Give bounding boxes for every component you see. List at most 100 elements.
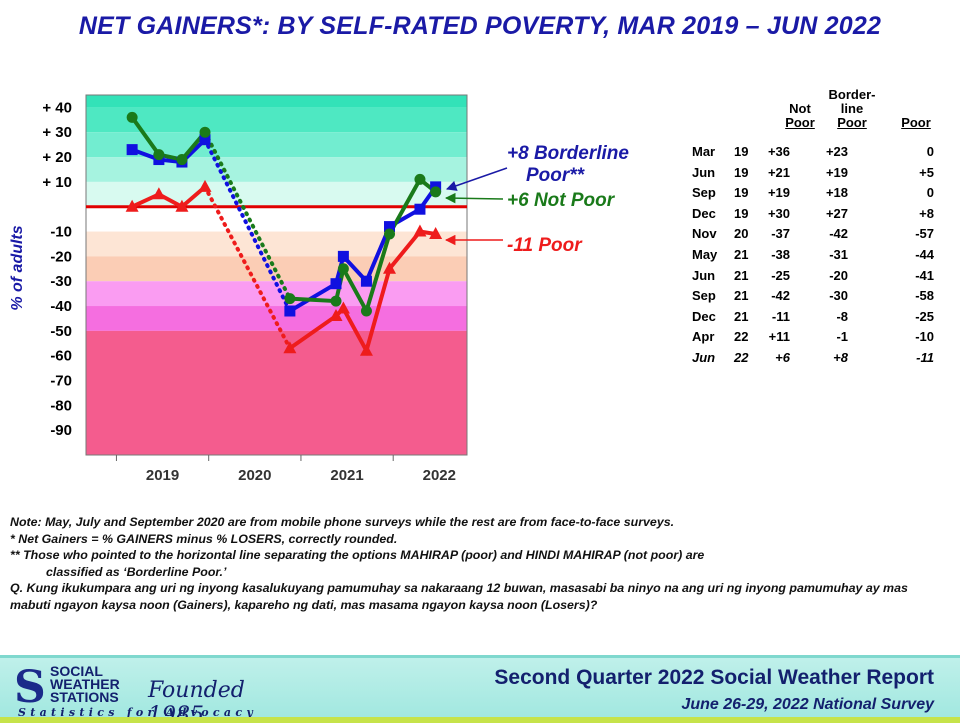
point-borderline — [126, 144, 138, 156]
header-border-line2: line — [840, 101, 864, 116]
plot-frame — [85, 94, 468, 456]
cell-not-poor: -38 — [771, 247, 790, 262]
point-borderline — [284, 305, 296, 317]
point-borderline — [199, 134, 211, 146]
series-line-gap — [203, 130, 292, 301]
band — [86, 206, 467, 232]
point-poor — [413, 224, 427, 237]
cell-borderline: +8 — [833, 350, 848, 365]
cell-year: 19 — [734, 185, 749, 201]
org-name: SOCIAL WEATHER STATIONS — [50, 664, 160, 704]
y-tick-label: -20 — [50, 248, 72, 265]
note-borderline-cont: classified as ‘Borderline Poor.’ — [46, 564, 227, 579]
note-definition: * Net Gainers = % GAINERS minus % LOSERS… — [10, 531, 398, 546]
point-borderline — [384, 221, 396, 233]
table-row: Apr 22 +11 -1 -10 — [684, 329, 936, 349]
sws-s-icon: S — [14, 662, 46, 713]
y-tick-label: -30 — [50, 273, 72, 290]
x-tick-label: 2020 — [238, 467, 271, 484]
header-not-line2: Poor — [785, 115, 815, 130]
cell-month: Nov — [692, 226, 717, 242]
point-borderline — [330, 278, 342, 290]
table-row: Mar 19 +36 +23 0 — [684, 144, 936, 164]
cell-borderline: -30 — [829, 288, 848, 304]
band — [86, 157, 467, 182]
band — [86, 330, 467, 455]
annotation-not-poor: +6 Not Poor — [507, 190, 616, 211]
net-gainers-chart: + 40 + 30 + 20 + 10 -10 -20 -30 -40 -50 -60 -70 -80… — [9, 94, 629, 484]
header-not-line1: Not — [789, 101, 811, 116]
table-row: Dec 19 +30 +27 +8 — [684, 206, 936, 226]
point-poor — [383, 261, 397, 274]
point-poor — [283, 341, 297, 354]
cell-month: Mar — [692, 144, 716, 159]
cell-poor: -41 — [915, 267, 934, 283]
band — [86, 95, 467, 108]
cell-year: 22 — [734, 350, 749, 365]
cell-poor: -11 — [916, 350, 934, 365]
cell-poor: -25 — [915, 308, 934, 324]
series-line-gap — [203, 184, 292, 351]
cell-not-poor: +21 — [767, 164, 790, 180]
point-poor — [175, 199, 189, 212]
cell-not-poor: +11 — [768, 329, 790, 345]
cell-not-poor: -37 — [771, 226, 790, 242]
x-ticks: 2019 2020 2021 2022 — [115, 455, 456, 484]
x-tick-label: 2021 — [330, 467, 363, 484]
cell-month: Sep — [692, 288, 716, 304]
cell-poor: +5 — [919, 164, 934, 180]
cell-year: 21 — [734, 288, 749, 304]
cell-month: Jun — [692, 164, 716, 180]
point-poor — [359, 343, 373, 356]
org-line2: WEATHER — [50, 676, 120, 692]
footer: S SOCIAL WEATHER STATIONS Founded 1985 S… — [0, 655, 960, 728]
cell-not-poor: +19 — [767, 185, 790, 201]
cell-year: 20 — [734, 226, 749, 242]
y-tick-label: + 20 — [42, 149, 72, 166]
point-poor — [198, 179, 212, 192]
cell-year: 19 — [734, 144, 749, 159]
header-poor-label: Poor — [901, 115, 931, 130]
cell-year: 21 — [734, 247, 749, 262]
note-question: Q. Kung ikukumpara ang uri ng inyong kas… — [10, 581, 908, 612]
annotation-borderline-line1: +8 Borderline — [507, 143, 629, 164]
cell-month: Dec — [692, 308, 716, 324]
cell-poor: 0 — [926, 144, 934, 159]
y-tick-label: + 30 — [42, 124, 72, 141]
point-not-poor — [199, 126, 211, 138]
y-tick-label: + 40 — [42, 99, 72, 116]
point-poor — [125, 199, 139, 212]
cell-not-poor: +6 — [775, 350, 790, 365]
cell-poor: 0 — [926, 185, 934, 201]
report-title: Second Quarter 2022 Social Weather Repor… — [494, 666, 934, 689]
cell-borderline: +19 — [825, 164, 848, 180]
header-borderline: Border- line Poor — [824, 88, 880, 130]
table-row: Jun 19 +21 +19 +5 — [684, 165, 936, 185]
cell-borderline: +18 — [825, 185, 848, 201]
table-row: Dec 21 -11 -8 -25 — [684, 309, 936, 329]
point-not-poor — [153, 149, 165, 161]
page-title: NET GAINERS*: BY SELF-RATED POVERTY, MAR… — [78, 12, 882, 40]
cell-poor: -57 — [915, 226, 934, 242]
point-not-poor — [126, 111, 138, 123]
x-tick-label: 2022 — [423, 467, 456, 484]
annotation-borderline-line2: Poor** — [526, 165, 586, 186]
cell-borderline: -8 — [836, 308, 848, 324]
annotation-arrow-borderline — [446, 167, 508, 191]
cell-year: 22 — [734, 329, 749, 345]
y-axis-label: % of adults — [9, 225, 26, 310]
sws-logo: S SOCIAL WEATHER STATIONS Founded 1985 S… — [14, 662, 264, 728]
annotation-poor: -11 Poor — [507, 235, 583, 256]
y-tick-label: -80 — [50, 397, 72, 414]
table-row: Sep 19 +19 +18 0 — [684, 185, 936, 205]
point-poor — [336, 301, 350, 314]
table-row: Jun 21 -25 -20 -41 — [684, 268, 936, 288]
cell-borderline: -31 — [829, 247, 848, 262]
series-markers — [125, 111, 443, 356]
point-not-poor — [330, 295, 342, 307]
footer-accent-line — [0, 717, 960, 723]
cell-month: May — [692, 247, 718, 262]
y-tick-label: -40 — [50, 298, 72, 315]
cell-month: Apr — [692, 329, 715, 345]
point-poor — [329, 308, 343, 321]
